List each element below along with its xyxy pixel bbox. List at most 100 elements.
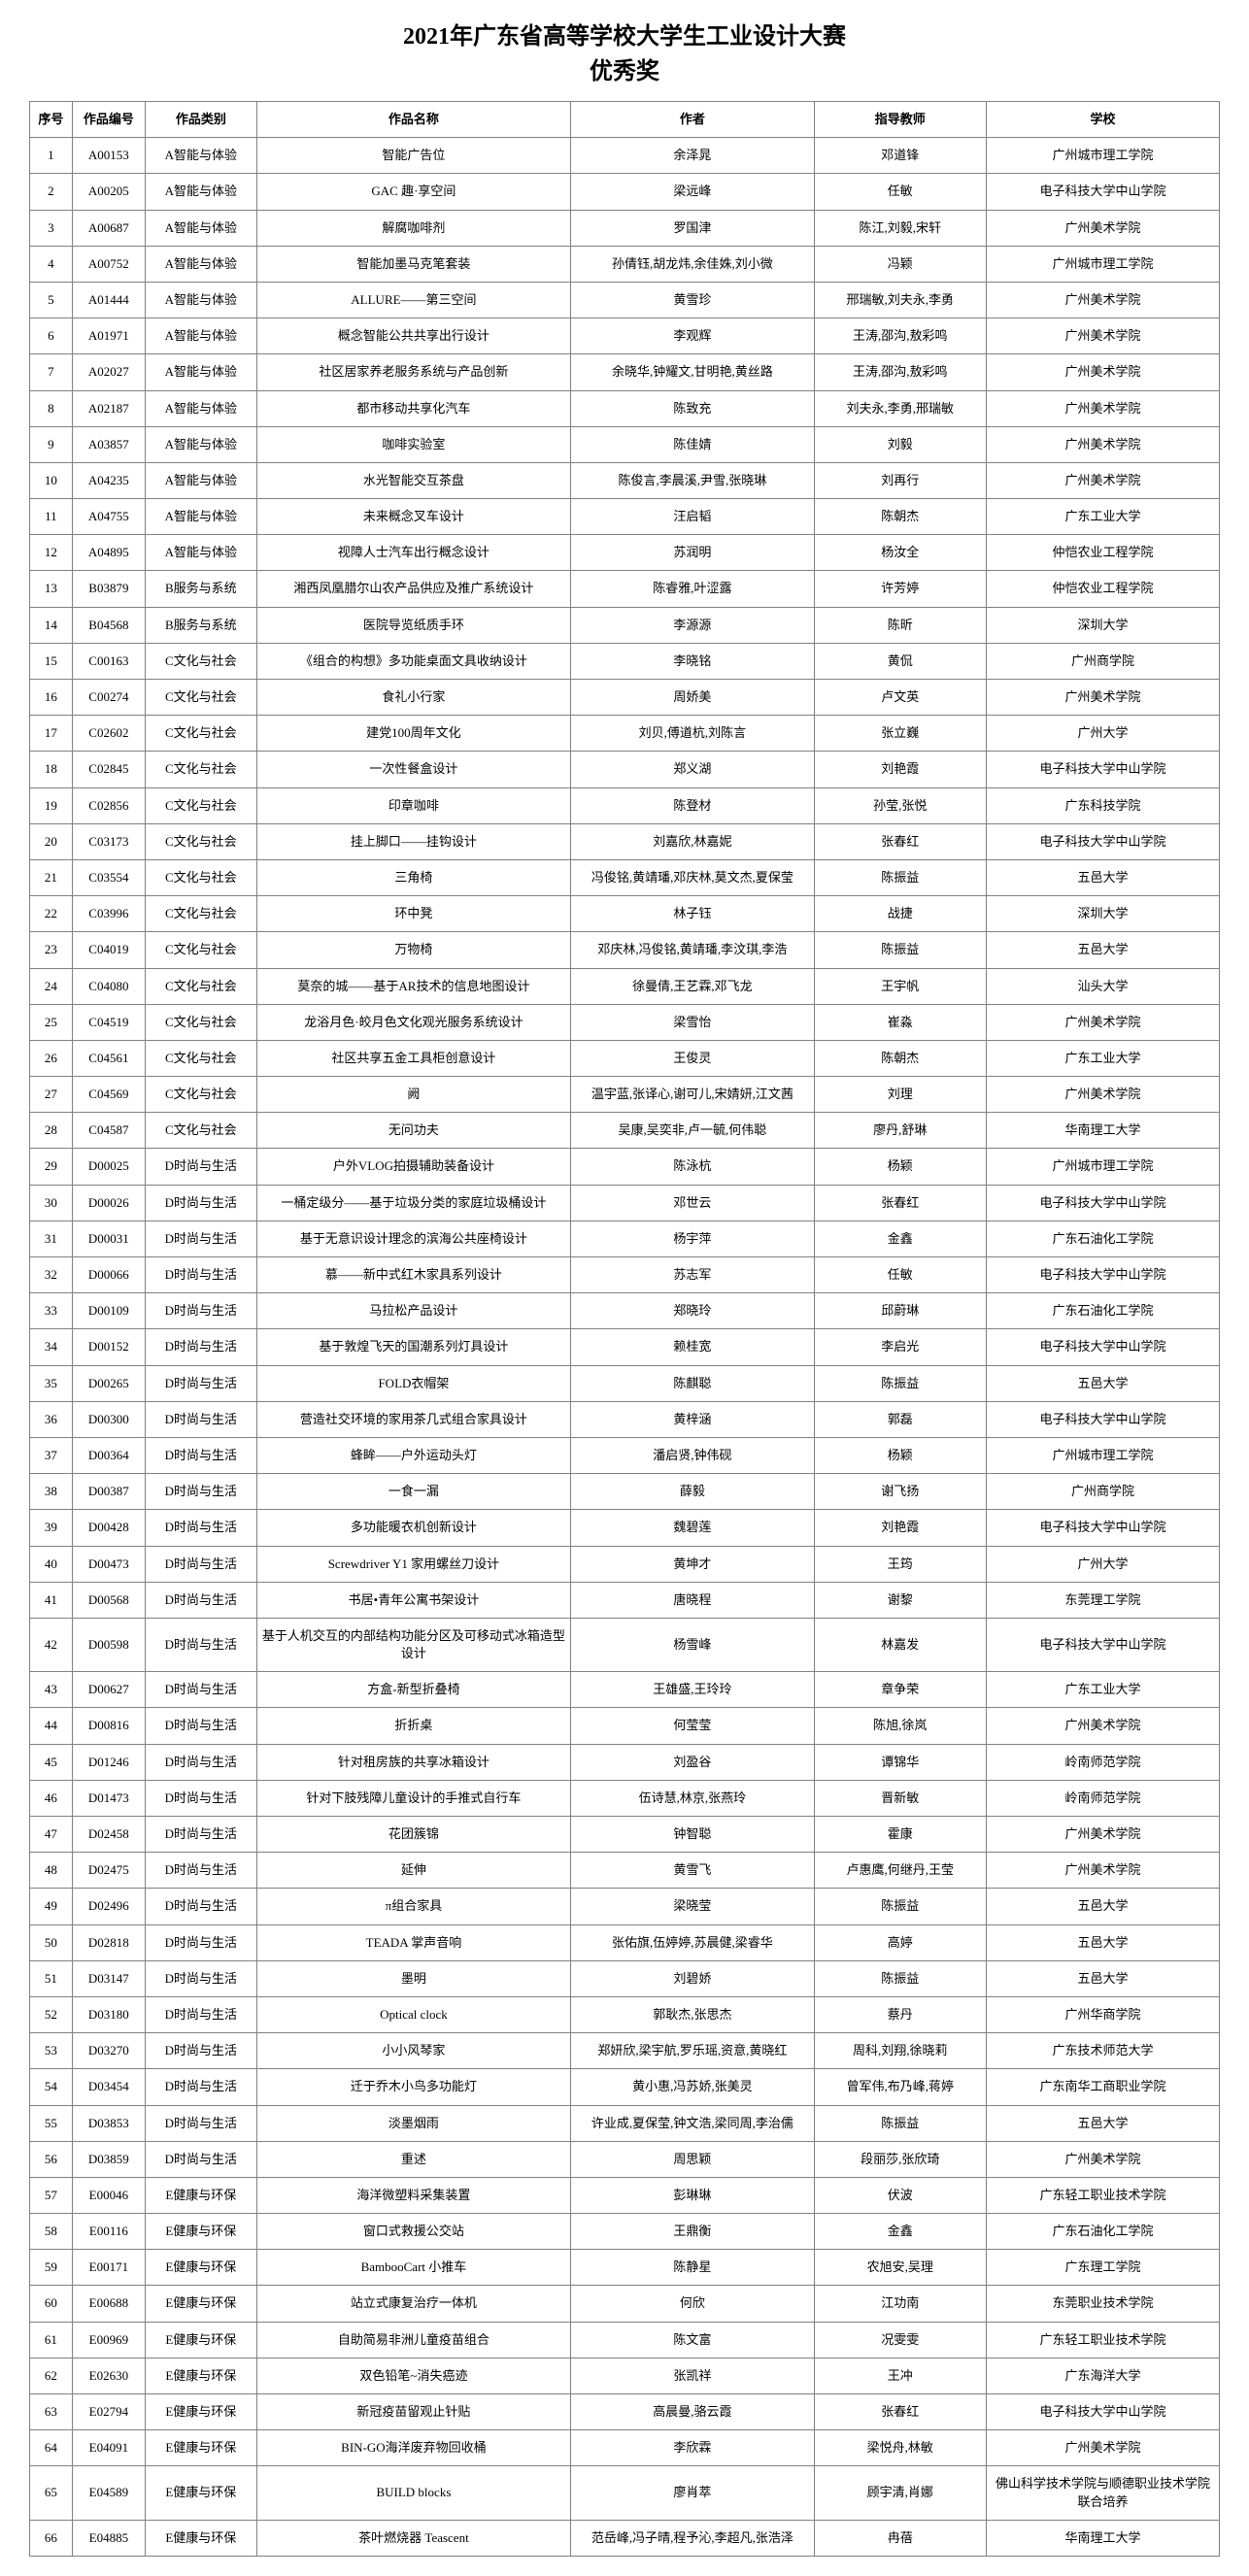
table-cell: 广州美术学院 [986, 354, 1219, 390]
table-cell: D00364 [72, 1437, 145, 1473]
table-cell: 陈朝杰 [814, 1040, 986, 1076]
table-cell: 27 [30, 1077, 73, 1113]
table-cell: 周科,刘翔,徐晓莉 [814, 2033, 986, 2069]
table-cell: E00171 [72, 2250, 145, 2286]
table-cell: 20 [30, 823, 73, 859]
table-cell: D00816 [72, 1708, 145, 1744]
table-row: 4A00752A智能与体验智能加墨马克笔套装孙倩钰,胡龙炜,余佳姝,刘小微冯颖广… [30, 246, 1220, 282]
table-cell: 广州商学院 [986, 1474, 1219, 1510]
table-row: 21C03554C文化与社会三角椅冯俊铭,黄靖璠,邓庆林,莫文杰,夏保莹陈振益五… [30, 859, 1220, 895]
table-cell: D时尚与生活 [145, 1510, 256, 1546]
table-cell: 54 [30, 2069, 73, 2105]
table-cell: 一次性餐盒设计 [256, 752, 570, 787]
table-cell: A智能与体验 [145, 210, 256, 246]
table-header-row: 序号 作品编号 作品类别 作品名称 作者 指导教师 学校 [30, 102, 1220, 138]
table-cell: 万物椅 [256, 932, 570, 968]
table-cell: D时尚与生活 [145, 1889, 256, 1924]
table-cell: 61 [30, 2322, 73, 2358]
awards-table: 序号 作品编号 作品类别 作品名称 作者 指导教师 学校 1A00153A智能与… [29, 101, 1220, 2557]
table-cell: E健康与环保 [145, 2520, 256, 2556]
table-cell: 战捷 [814, 896, 986, 932]
table-cell: D03180 [72, 1996, 145, 2032]
table-cell: 岭南师范学院 [986, 1744, 1219, 1780]
table-cell: 30 [30, 1185, 73, 1221]
table-cell: 广州美术学院 [986, 426, 1219, 462]
table-cell: 冉蓓 [814, 2520, 986, 2556]
table-cell: 陈旭,徐岚 [814, 1708, 986, 1744]
table-cell: 陈振益 [814, 1960, 986, 1996]
table-cell: 王筠 [814, 1546, 986, 1582]
table-cell: 张春红 [814, 823, 986, 859]
table-row: 34D00152D时尚与生活基于敦煌飞天的国潮系列灯具设计赖桂宽李启光电子科技大… [30, 1329, 1220, 1365]
table-cell: 黄坤才 [571, 1546, 814, 1582]
table-row: 18C02845C文化与社会一次性餐盒设计郑义湖刘艳霞电子科技大学中山学院 [30, 752, 1220, 787]
table-cell: GAC 趣·享空间 [256, 174, 570, 210]
table-cell: 智能广告位 [256, 138, 570, 174]
table-cell: D时尚与生活 [145, 1149, 256, 1185]
table-cell: 电子科技大学中山学院 [986, 2394, 1219, 2430]
table-cell: 陈睿雅,叶涩露 [571, 571, 814, 607]
table-cell: 林嘉发 [814, 1618, 986, 1671]
table-cell: 马拉松产品设计 [256, 1293, 570, 1329]
table-cell: 五邑大学 [986, 1960, 1219, 1996]
table-cell: 刘嘉欣,林嘉妮 [571, 823, 814, 859]
table-cell: 莫奈的城——基于AR技术的信息地图设计 [256, 968, 570, 1004]
table-row: 30D00026D时尚与生活一桶定级分——基于垃圾分类的家庭垃圾桶设计邓世云张春… [30, 1185, 1220, 1221]
table-cell: 解腐咖啡剂 [256, 210, 570, 246]
table-cell: 广州美术学院 [986, 282, 1219, 318]
table-cell: 未来概念叉车设计 [256, 499, 570, 535]
table-cell: D00025 [72, 1149, 145, 1185]
table-cell: 龙浴月色·皎月色文化观光服务系统设计 [256, 1004, 570, 1040]
table-cell: C文化与社会 [145, 1077, 256, 1113]
table-cell: 16 [30, 680, 73, 716]
table-cell: 2 [30, 174, 73, 210]
table-cell: 陈佳婧 [571, 426, 814, 462]
table-cell: 医院导览纸质手环 [256, 607, 570, 643]
table-cell: TEADA 掌声音响 [256, 1924, 570, 1960]
table-cell: 电子科技大学中山学院 [986, 1185, 1219, 1221]
table-row: 35D00265D时尚与生活FOLD衣帽架陈麒聪陈振益五邑大学 [30, 1365, 1220, 1401]
table-cell: 站立式康复治疗一体机 [256, 2286, 570, 2322]
table-cell: 无问功夫 [256, 1113, 570, 1149]
table-cell: 仲恺农业工程学院 [986, 571, 1219, 607]
table-row: 64E04091E健康与环保BIN-GO海洋废弃物回收桶李欣霖梁悦舟,林敏广州美… [30, 2430, 1220, 2466]
table-row: 8A02187A智能与体验都市移动共享化汽车陈致充刘夫永,李勇,邢瑞敏广州美术学… [30, 390, 1220, 426]
table-cell: 吴康,吴奕非,卢一毓,何伟聪 [571, 1113, 814, 1149]
table-cell: A智能与体验 [145, 499, 256, 535]
table-cell: 印章咖啡 [256, 787, 570, 823]
table-cell: A01444 [72, 282, 145, 318]
table-row: 38D00387D时尚与生活一食一漏薛毅谢飞扬广州商学院 [30, 1474, 1220, 1510]
table-cell: 薛毅 [571, 1474, 814, 1510]
table-cell: C04587 [72, 1113, 145, 1149]
table-cell: E健康与环保 [145, 2322, 256, 2358]
table-cell: 陈昕 [814, 607, 986, 643]
table-cell: D时尚与生活 [145, 1365, 256, 1401]
table-cell: 郑妍欣,梁宇航,罗乐瑶,资意,黄晓红 [571, 2033, 814, 2069]
table-row: 42D00598D时尚与生活基于人机交互的内部结构功能分区及可移动式冰箱造型设计… [30, 1618, 1220, 1671]
table-cell: 王俊灵 [571, 1040, 814, 1076]
table-cell: 广州美术学院 [986, 2141, 1219, 2177]
table-cell: D时尚与生活 [145, 1780, 256, 1816]
table-cell: 花团簇锦 [256, 1817, 570, 1853]
table-cell: 迁于乔木小鸟多功能灯 [256, 2069, 570, 2105]
table-cell: 51 [30, 1960, 73, 1996]
table-cell: D03270 [72, 2033, 145, 2069]
table-cell: 36 [30, 1401, 73, 1437]
table-cell: 章争荣 [814, 1672, 986, 1708]
table-cell: 霍康 [814, 1817, 986, 1853]
table-cell: 窗口式救援公交站 [256, 2214, 570, 2250]
table-cell: 新冠疫苗留观止针贴 [256, 2394, 570, 2430]
table-cell: C文化与社会 [145, 752, 256, 787]
table-cell: 41 [30, 1582, 73, 1618]
table-cell: 五邑大学 [986, 1924, 1219, 1960]
table-cell: 深圳大学 [986, 607, 1219, 643]
table-cell: 华南理工大学 [986, 2520, 1219, 2556]
table-cell: 电子科技大学中山学院 [986, 752, 1219, 787]
table-cell: 郭磊 [814, 1401, 986, 1437]
table-row: 56D03859D时尚与生活重述周思颖段丽莎,张欣琦广州美术学院 [30, 2141, 1220, 2177]
table-row: 25C04519C文化与社会龙浴月色·皎月色文化观光服务系统设计梁雪怡崔淼广州美… [30, 1004, 1220, 1040]
table-cell: 28 [30, 1113, 73, 1149]
table-cell: D00026 [72, 1185, 145, 1221]
table-cell: 《组合的构想》多功能桌面文具收纳设计 [256, 643, 570, 679]
table-cell: 黄侃 [814, 643, 986, 679]
